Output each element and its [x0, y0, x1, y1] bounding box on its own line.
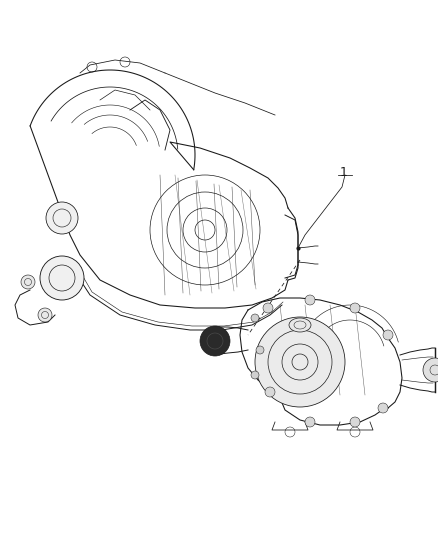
- Circle shape: [251, 371, 259, 379]
- Ellipse shape: [289, 318, 311, 332]
- Circle shape: [265, 387, 275, 397]
- Circle shape: [21, 275, 35, 289]
- Circle shape: [38, 308, 52, 322]
- Text: 1: 1: [340, 166, 348, 179]
- Circle shape: [251, 314, 259, 322]
- Circle shape: [350, 303, 360, 313]
- Circle shape: [46, 202, 78, 234]
- Circle shape: [200, 326, 230, 356]
- Circle shape: [305, 295, 315, 305]
- Circle shape: [350, 417, 360, 427]
- Circle shape: [378, 403, 388, 413]
- Circle shape: [256, 346, 264, 354]
- Circle shape: [383, 330, 393, 340]
- Circle shape: [255, 317, 345, 407]
- Circle shape: [263, 303, 273, 313]
- Circle shape: [40, 256, 84, 300]
- Circle shape: [305, 417, 315, 427]
- Circle shape: [423, 358, 438, 382]
